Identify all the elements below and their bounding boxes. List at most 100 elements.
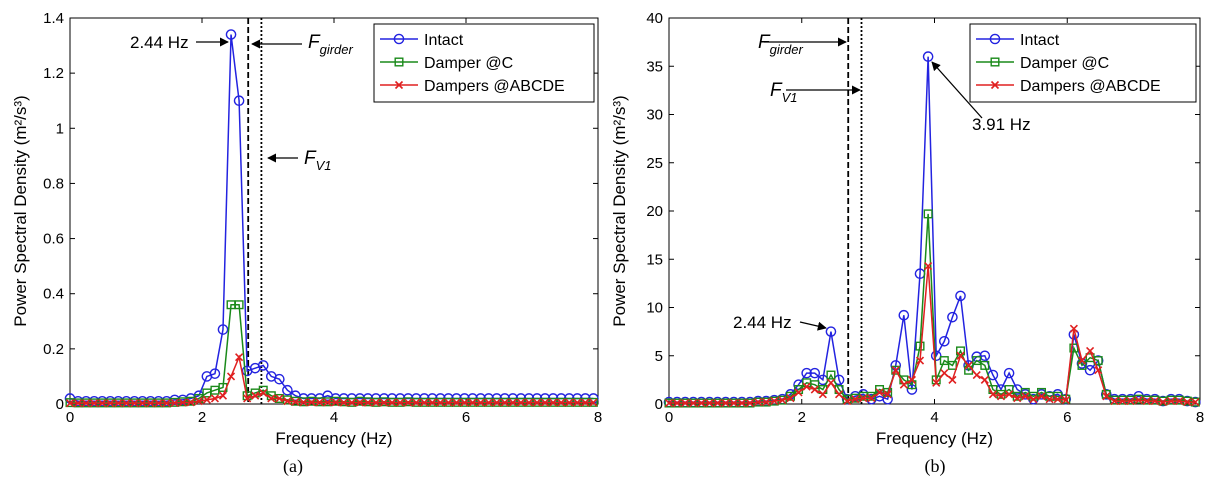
chart-a-series-dampers-abcde-point bbox=[138, 399, 147, 408]
chart-a-ytick-label: 0.8 bbox=[43, 175, 64, 192]
chart-a-series-dampers-abcde-point bbox=[589, 398, 598, 407]
chart-a-series-dampers-abcde-point bbox=[307, 398, 316, 407]
chart-a-series-dampers-abcde-point bbox=[291, 397, 300, 406]
chart-a-series-dampers-abcde-point bbox=[500, 398, 509, 407]
chart-a-series-dampers-abcde-point bbox=[186, 398, 195, 407]
chart-a-xtick-label: 4 bbox=[330, 409, 338, 426]
chart-b-legend-box bbox=[969, 23, 1197, 103]
chart-a-series-dampers-abcde-point bbox=[557, 398, 566, 407]
chart-b-series-intact-point bbox=[947, 311, 958, 323]
chart-b-legend: Intact Damper @C Dampers @ABCDE bbox=[969, 23, 1197, 103]
chart-a-series-dampers-abcde-point bbox=[106, 399, 115, 408]
chart-a-series-dampers-abcde-point bbox=[492, 398, 501, 407]
chart-a-xtick-label: 2 bbox=[198, 409, 206, 426]
chart-a-legend: Intact Damper @C Dampers @ABCDE bbox=[373, 23, 595, 103]
chart-b-ytick-label: 10 bbox=[646, 300, 663, 317]
chart-b-legend-marker bbox=[990, 57, 1000, 67]
chart-a-series-intact-point bbox=[225, 29, 237, 40]
chart-a-series-dampers-abcde-point bbox=[162, 399, 171, 408]
chart-b-series-dampers-abcde-point bbox=[851, 395, 860, 404]
annotation-sub: V1 bbox=[782, 90, 798, 105]
chart-a-annotation: 2.44 Hz bbox=[130, 33, 229, 52]
chart-b-series-dampers-abcde-point bbox=[996, 392, 1006, 401]
chart-b-legend-marker bbox=[989, 33, 1001, 45]
chart-b-series-dampers-abcde-point bbox=[1086, 346, 1095, 355]
annotation-main: F bbox=[304, 148, 317, 169]
chart-a-series-dampers-abcde-point bbox=[379, 398, 389, 407]
chart-b-xtick-label: 6 bbox=[1063, 409, 1071, 426]
chart-a-series-dampers-abcde-point bbox=[130, 399, 139, 408]
chart-a-series-dampers-abcde-point bbox=[259, 388, 268, 398]
chart-b-series-damper-c-point bbox=[996, 389, 1006, 399]
chart-a-legend-label: Damper @C bbox=[424, 55, 513, 72]
chart-b-series-dampers-abcde-point bbox=[681, 398, 690, 408]
chart-b-series-dampers-abcde-point bbox=[826, 378, 836, 387]
chart-b-series-intact-point bbox=[801, 367, 812, 379]
chart-a-xtick-label: 6 bbox=[462, 409, 470, 426]
chart-a-series-intact-point bbox=[233, 95, 245, 107]
chart-a-ytick-label: 0.6 bbox=[43, 231, 64, 248]
chart-b-series-dampers-abcde-point bbox=[1110, 397, 1119, 406]
chart-b-series-dampers-abcde-point bbox=[956, 351, 965, 360]
chart-b-series-damper-c-point bbox=[947, 360, 957, 370]
chart-a-series-dampers-abcde-point bbox=[114, 399, 123, 408]
chart-b-series-dampers-abcde-point bbox=[859, 394, 868, 403]
chart-b-series-intact-point bbox=[955, 290, 966, 302]
chart-b-series-dampers-abcde-point bbox=[834, 390, 844, 399]
chart-a-series-dampers-abcde-point bbox=[65, 399, 75, 408]
chart-b-series-dampers-abcde-point bbox=[689, 398, 698, 408]
chart-a-series-dampers-abcde-point bbox=[251, 391, 260, 400]
chart-b-series-dampers-abcde-point bbox=[1134, 396, 1143, 405]
chart-b-series-dampers-abcde-point bbox=[754, 398, 763, 407]
chart-a-ytick-label: 1.2 bbox=[43, 65, 64, 82]
chart-b-series-damper-c-point bbox=[980, 360, 990, 370]
chart-a-series-dampers-abcde-point bbox=[267, 394, 276, 403]
chart-a-ytick-label: 1.4 bbox=[43, 10, 64, 27]
chart-a-series-dampers-abcde-point bbox=[210, 394, 220, 403]
chart-b-series-dampers-abcde-point bbox=[964, 361, 973, 370]
chart-b-series-dampers-abcde-point bbox=[1069, 324, 1078, 333]
chart-a-caption: (a) bbox=[283, 456, 303, 477]
chart-b-series-dampers-abcde-point bbox=[980, 375, 989, 384]
chart-b-series-intact-point bbox=[825, 326, 837, 337]
chart-a-series-dampers-abcde-point bbox=[73, 399, 83, 408]
chart-b-annotation-label: 2.44 Hz bbox=[733, 313, 792, 332]
chart-b-series-dampers-abcde-point bbox=[924, 261, 933, 271]
chart-b-series-dampers-abcde-point bbox=[1045, 395, 1054, 404]
chart-b-xlabel: Frequency (Hz) bbox=[876, 429, 993, 448]
annotation-sub: girder bbox=[770, 42, 804, 57]
chart-a-series-dampers-abcde-line bbox=[70, 354, 594, 404]
chart-b-series-dampers-abcde-point bbox=[1142, 397, 1151, 406]
annotation-main: F bbox=[308, 32, 321, 53]
chart-a-series-dampers-abcde-point bbox=[323, 398, 332, 407]
chart-b-series-dampers-abcde-point bbox=[770, 397, 779, 406]
chart-b-series-dampers-abcde bbox=[664, 261, 1200, 408]
chart-b-series-dampers-abcde-point bbox=[1061, 396, 1070, 405]
chart-b-annotation-v1: FV1 bbox=[770, 80, 798, 105]
chart-a-series-intact-point bbox=[282, 384, 293, 396]
chart-b-ytick-label: 5 bbox=[655, 348, 663, 365]
chart-b-series-dampers-abcde-point bbox=[818, 390, 827, 399]
chart-b-series-dampers-abcde-point bbox=[891, 366, 900, 375]
chart-a-series-dampers-abcde-point bbox=[347, 398, 356, 407]
chart-a-series-dampers-abcde-point bbox=[468, 398, 477, 407]
chart-a-series-dampers-abcde-point bbox=[549, 398, 558, 407]
chart-a-series-dampers-abcde-point bbox=[202, 395, 211, 404]
chart-b-series-dampers-abcde-point bbox=[1175, 397, 1184, 406]
chart-b-series-dampers-abcde-point bbox=[1029, 395, 1038, 404]
chart-b-series-dampers-abcde-point bbox=[1118, 397, 1127, 406]
annotation-sub: girder bbox=[320, 42, 354, 57]
chart-b-series-intact-point bbox=[939, 335, 950, 347]
chart-a-series-dampers-abcde-point bbox=[508, 398, 517, 407]
chart-b-series-dampers-abcde-point bbox=[899, 380, 908, 389]
chart-a-series-dampers-abcde-point bbox=[420, 398, 429, 407]
chart-a-series-dampers-abcde-point bbox=[331, 398, 340, 407]
chart-b-series-dampers-abcde-point bbox=[1021, 392, 1030, 401]
chart-b-series-dampers-abcde-point bbox=[721, 398, 730, 408]
chart-b-series-dampers-abcde-point bbox=[1005, 390, 1014, 399]
chart-b-annotation: Fgirder bbox=[758, 32, 847, 57]
chart-b-series-dampers-abcde-point bbox=[810, 385, 819, 394]
chart-b-series-dampers-abcde-point bbox=[907, 375, 916, 384]
chart-a-series-dampers-abcde-point bbox=[299, 398, 308, 407]
